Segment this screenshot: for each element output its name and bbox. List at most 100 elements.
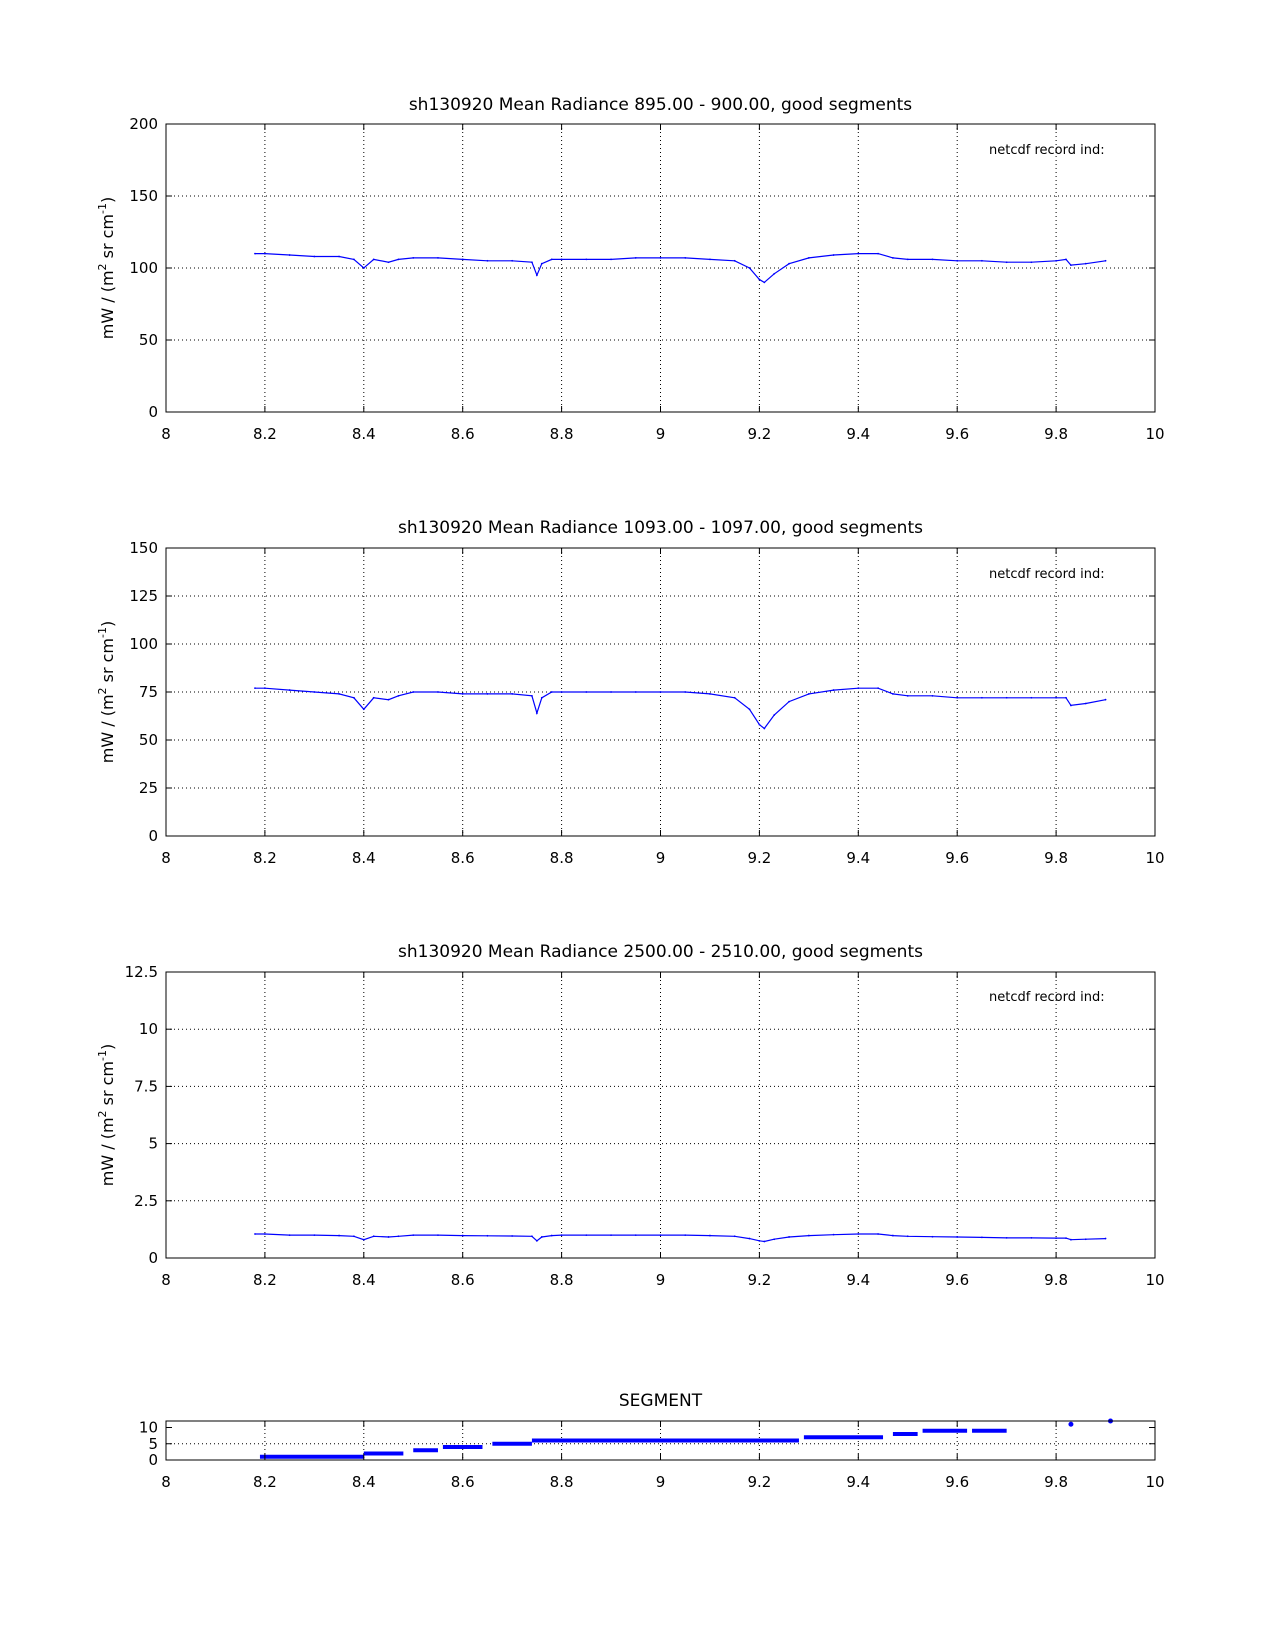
data-point (1005, 1236, 1008, 1239)
data-point (788, 262, 790, 265)
y-axis-label-part: mW / (m (98, 1117, 117, 1186)
data-point (906, 1235, 909, 1238)
y-tick-label: 5 (148, 1435, 158, 1453)
data-point (486, 1234, 489, 1237)
data-point (1084, 262, 1087, 265)
data-point (585, 691, 588, 693)
y-tick-label: 2.5 (134, 1192, 158, 1210)
data-point (832, 254, 835, 256)
data-point (511, 693, 514, 695)
y-tick-label: 0 (148, 403, 158, 421)
y-tick-label: 0 (148, 827, 158, 845)
y-tick-label: 50 (139, 731, 158, 749)
data-point (748, 267, 751, 269)
x-tick-label: 9.6 (945, 849, 969, 867)
x-tick-label: 8.2 (253, 1271, 277, 1289)
y-axis-label-part: ) (98, 1044, 117, 1050)
data-point (763, 281, 766, 284)
x-tick-label: 8.8 (550, 1473, 574, 1491)
data-point (540, 262, 543, 265)
annotation-text: netcdf record ind: (989, 143, 1105, 158)
data-point (1030, 696, 1033, 699)
data-point (353, 258, 355, 261)
data-point (659, 691, 662, 693)
x-tick-label: 8.2 (253, 425, 277, 443)
data-point (372, 696, 375, 699)
x-tick-label: 10 (1145, 1271, 1164, 1289)
data-point (1070, 1238, 1072, 1241)
x-tick-label: 9.2 (747, 849, 771, 867)
chart-title: sh130920 Mean Radiance 1093.00 - 1097.00… (398, 518, 923, 538)
y-axis-label: mW / (m2 sr cm-1) (96, 197, 117, 339)
data-point (313, 1234, 316, 1237)
x-tick-label: 9.4 (846, 1473, 870, 1491)
data-point (892, 693, 894, 695)
data-point (540, 1236, 543, 1238)
data-point (535, 274, 538, 277)
data-point (1055, 259, 1057, 262)
data-point (511, 1235, 514, 1237)
x-tick-label: 9.4 (846, 1271, 870, 1289)
y-tick-label: 100 (129, 635, 158, 653)
data-point (461, 258, 464, 261)
data-point (338, 693, 340, 695)
data-point (807, 693, 810, 695)
data-point (1055, 1237, 1057, 1239)
chart-title: SEGMENT (619, 1391, 703, 1411)
y-axis-label-part: -1 (96, 1050, 109, 1061)
data-point (684, 1234, 687, 1237)
data-point (437, 691, 439, 693)
x-tick-label: 8.6 (451, 425, 475, 443)
data-point (560, 691, 563, 693)
data-point (353, 1235, 355, 1238)
data-point (560, 258, 563, 261)
x-tick-label: 10 (1145, 849, 1164, 867)
y-tick-label: 0 (148, 1249, 158, 1267)
y-tick-label: 150 (129, 187, 158, 205)
data-point (540, 696, 543, 699)
data-point (733, 259, 736, 262)
data-point (1005, 261, 1008, 264)
x-tick-label: 9.2 (747, 425, 771, 443)
x-tick-label: 9.8 (1044, 1271, 1068, 1289)
data-point (733, 696, 736, 699)
data-point (981, 1236, 983, 1239)
data-point (550, 691, 553, 693)
data-point (264, 252, 266, 255)
data-point (1084, 1238, 1087, 1241)
data-point (610, 691, 612, 693)
data-point (807, 257, 810, 259)
x-tick-label: 9 (656, 1473, 666, 1491)
x-tick-label: 8.4 (352, 1473, 376, 1491)
x-tick-label: 9 (656, 425, 666, 443)
data-point (1030, 1236, 1033, 1239)
data-point (412, 691, 415, 693)
data-point (1005, 696, 1008, 699)
grid (166, 124, 1155, 412)
x-tick-label: 9.8 (1044, 849, 1068, 867)
data-point (531, 261, 533, 264)
data-point (264, 687, 266, 690)
data-point (877, 252, 879, 255)
data-point (956, 259, 959, 262)
data-point (1070, 704, 1072, 707)
x-tick-label: 8.6 (451, 849, 475, 867)
data-point (461, 693, 464, 695)
data-point (877, 1233, 879, 1235)
x-tick-label: 9.6 (945, 1473, 969, 1491)
y-axis-label: mW / (m2 sr cm-1) (96, 621, 117, 763)
chart-title: sh130920 Mean Radiance 895.00 - 900.00, … (409, 95, 912, 115)
chart-panel-2: 8 8.2 8.4 8.6 8.8 9 9.2 9.4 9.6 9.8 10025507510012… (96, 518, 1165, 867)
data-point (585, 258, 588, 261)
annotation-text: netcdf record ind: (989, 567, 1105, 582)
data-point (857, 687, 860, 690)
data-point (313, 691, 316, 693)
data-point (610, 258, 612, 261)
data-point (709, 1234, 711, 1237)
x-tick-label: 9.6 (945, 425, 969, 443)
y-tick-label: 100 (129, 259, 158, 277)
data-point (362, 1238, 365, 1241)
annotation-text: netcdf record ind: (989, 990, 1105, 1005)
